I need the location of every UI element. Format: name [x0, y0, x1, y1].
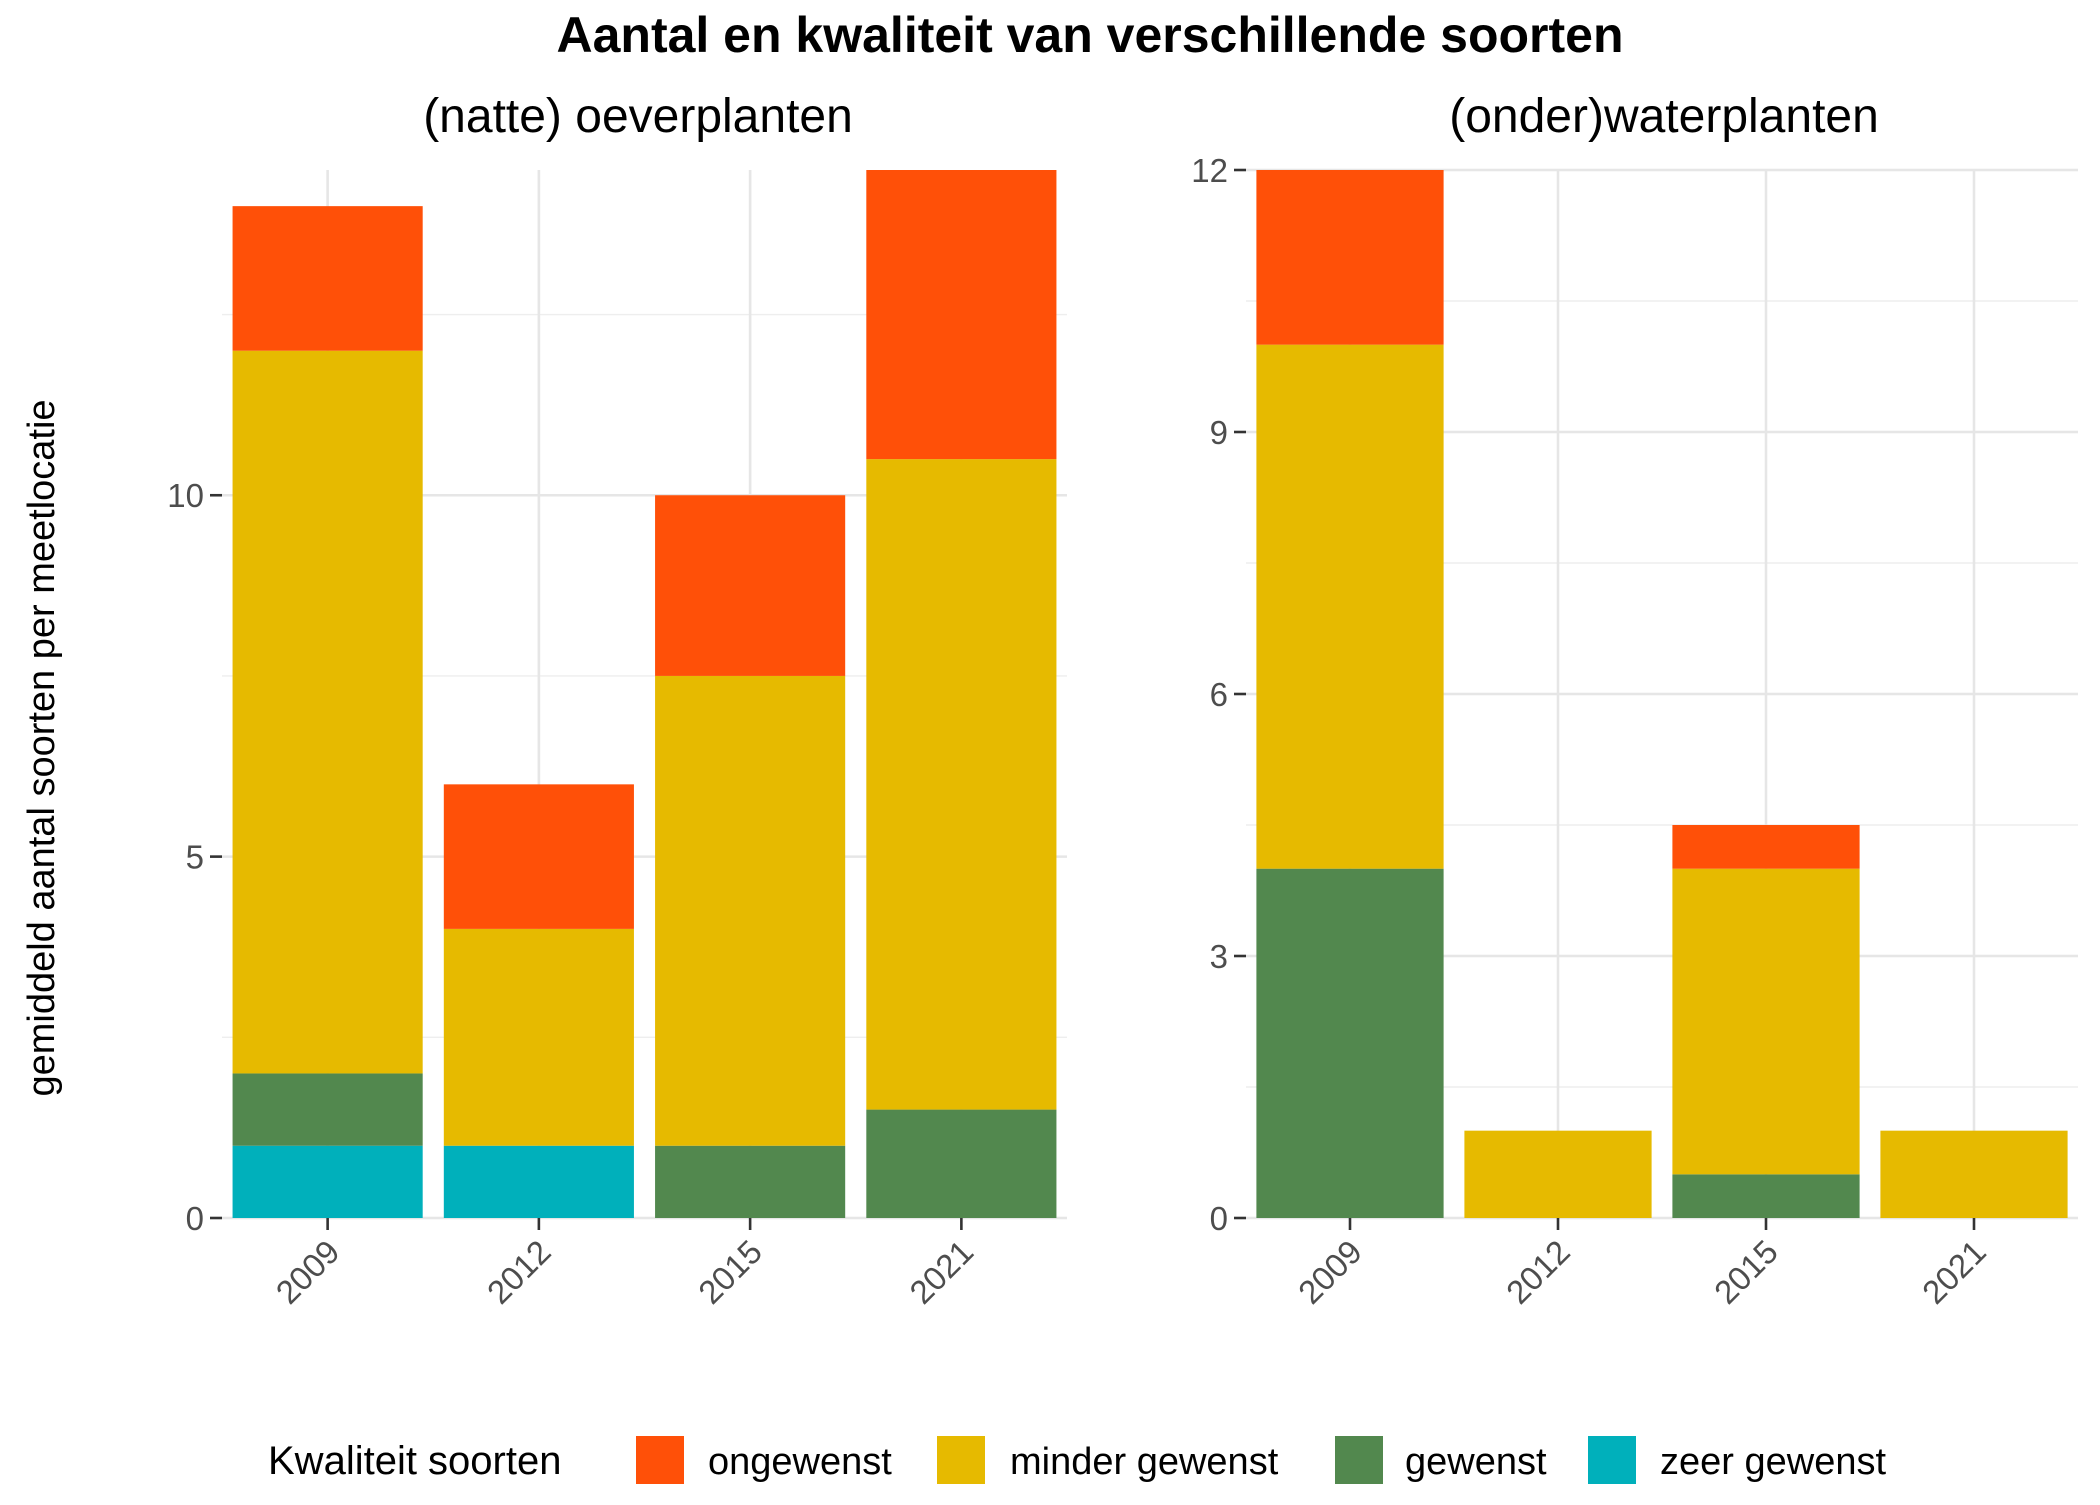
bar-minder-gewenst-2009 [1256, 344, 1444, 869]
bar-gewenst-2015 [655, 1145, 846, 1218]
bar-gewenst-2021 [866, 1109, 1057, 1218]
bar-minder-gewenst-2009 [232, 350, 423, 1074]
bar-zeer-gewenst-2012 [443, 1145, 634, 1218]
panel-1: (natte) oeverplanten 0 5 10 2009 2012 2015 2021 [167, 90, 1067, 1311]
bar-gewenst-2009 [232, 1073, 423, 1146]
legend-key [1588, 1436, 1636, 1484]
bar-minder-gewenst-2021 [866, 459, 1057, 1110]
x-tick-label: 2015 [691, 1233, 769, 1311]
y-tick-label: 5 [186, 839, 204, 876]
legend-key [937, 1436, 985, 1484]
bar-ongewenst-2015 [1672, 825, 1860, 869]
legend-item-zeer-gewenst: zeer gewenst [1588, 1436, 1886, 1484]
y-axis-label: gemiddeld aantal soorten per meetlocatie [21, 399, 63, 1096]
bar-ongewenst-2012 [443, 784, 634, 929]
legend-item-gewenst: gewenst [1335, 1436, 1547, 1484]
panel-title: (natte) oeverplanten [423, 90, 853, 143]
bar-minder-gewenst-2015 [1672, 868, 1860, 1175]
panel-title: (onder)waterplanten [1449, 90, 1879, 143]
bar-ongewenst-2009 [1256, 170, 1444, 345]
y-tick-label: 3 [1210, 938, 1228, 975]
y-tick-label: 12 [1191, 152, 1228, 189]
y-tick-label: 0 [186, 1200, 204, 1237]
x-tick-label: 2012 [1499, 1233, 1577, 1311]
bar-minder-gewenst-2012 [1464, 1130, 1652, 1218]
chart-title: Aantal en kwaliteit van verschillende so… [556, 7, 1623, 63]
bar-ongewenst-2021 [866, 170, 1057, 460]
x-tick-label: 2021 [1915, 1233, 1993, 1311]
x-tick-label: 2012 [480, 1233, 558, 1311]
legend-item-ongewenst: ongewenst [636, 1436, 892, 1484]
legend-title: Kwaliteit soorten [268, 1439, 561, 1483]
legend-key [1335, 1436, 1383, 1484]
bar-minder-gewenst-2012 [443, 928, 634, 1146]
legend-label: ongewenst [708, 1441, 892, 1483]
bar-ongewenst-2015 [655, 495, 846, 676]
x-tick-label: 2009 [268, 1233, 346, 1311]
bar-zeer-gewenst-2009 [232, 1145, 423, 1218]
y-tick-label: 0 [1210, 1200, 1228, 1237]
legend: Kwaliteit soorten ongewenst minder gewens… [268, 1436, 1886, 1484]
bar-gewenst-2015 [1672, 1174, 1860, 1218]
bar-ongewenst-2009 [232, 206, 423, 351]
legend-label: minder gewenst [1010, 1441, 1279, 1483]
legend-label: zeer gewenst [1660, 1441, 1886, 1483]
y-tick-label: 6 [1210, 676, 1228, 713]
bar-minder-gewenst-2015 [655, 675, 846, 1146]
bar-minder-gewenst-2021 [1880, 1130, 2068, 1218]
legend-key [636, 1436, 684, 1484]
chart-panels: (natte) oeverplanten 0 5 10 2009 2012 2015 2021… [167, 90, 2078, 1311]
y-tick-label: 9 [1210, 414, 1228, 451]
x-tick-label: 2015 [1707, 1233, 1785, 1311]
panel-2: (onder)waterplanten 0 3 6 9 12 2009 2012 2015 202… [1191, 90, 2078, 1311]
bar-gewenst-2009 [1256, 868, 1444, 1218]
y-tick-label: 10 [167, 477, 204, 514]
legend-label: gewenst [1405, 1441, 1547, 1483]
legend-item-minder-gewenst: minder gewenst [937, 1436, 1279, 1484]
x-tick-label: 2009 [1291, 1233, 1369, 1311]
x-tick-label: 2021 [902, 1233, 980, 1311]
